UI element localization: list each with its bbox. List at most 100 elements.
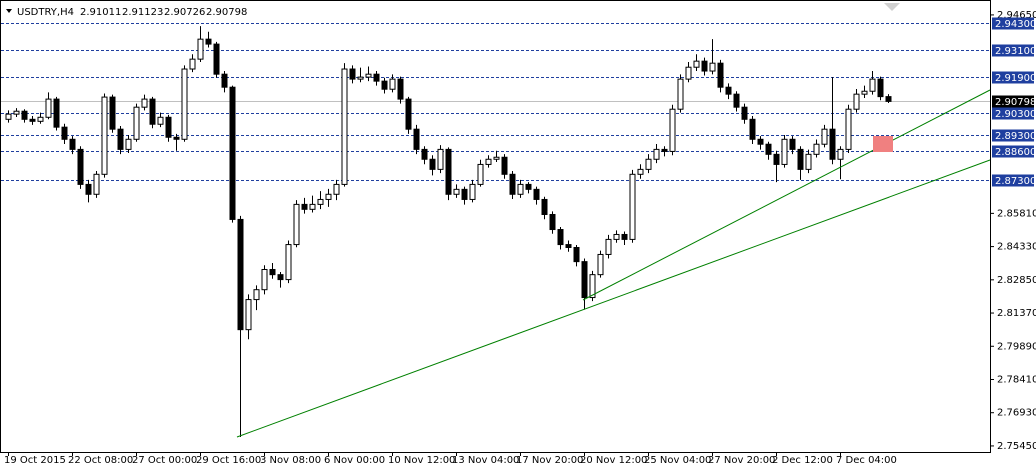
trend-line (236, 159, 991, 438)
candle-body (317, 198, 324, 205)
candle-body (269, 268, 276, 276)
x-tick-label: 2 Dec 12:00 (772, 455, 833, 466)
candle-body (501, 156, 508, 175)
candle-body (229, 86, 236, 220)
menu-arrow (6, 9, 12, 13)
last-price-label: 2.90798 (995, 97, 1036, 108)
candle-body (285, 244, 292, 281)
corner-marker (884, 3, 900, 11)
level-label: 2.90300 (995, 109, 1036, 120)
candle-body (573, 246, 580, 263)
candle-body (669, 108, 676, 152)
x-tick-label: 6 Nov 00:00 (324, 455, 385, 466)
candle-body (469, 183, 476, 200)
candle-body (421, 148, 428, 160)
candle-body (53, 98, 60, 128)
candle-body (13, 110, 20, 115)
candle-body (485, 158, 492, 165)
candle-body (109, 96, 116, 130)
candle-body (757, 138, 764, 145)
high: 2.91123 (122, 7, 163, 18)
candle-body (21, 110, 28, 120)
candle-body (325, 193, 332, 200)
candle-body (533, 188, 540, 200)
level-label-box (992, 71, 1034, 84)
y-tick-label: 2.78410 (997, 374, 1036, 385)
y-tick-label: 2.76930 (997, 408, 1036, 419)
x-tick-label: 20 Nov 12:00 (580, 455, 647, 466)
candle-body (821, 128, 828, 145)
trend-line (582, 89, 991, 301)
candle-body (877, 78, 884, 98)
candle-body (453, 188, 460, 195)
candle-body (397, 78, 404, 100)
candle-body (709, 62, 716, 72)
x-tick-label: 22 Oct 08:00 (68, 455, 133, 466)
candle-body (581, 261, 588, 299)
low: 2.90726 (164, 7, 205, 18)
candle-body (509, 173, 516, 195)
candle-body (389, 78, 396, 90)
candle-body (205, 38, 212, 45)
candle-body (77, 148, 84, 185)
candle-body (245, 299, 252, 331)
candle-body (85, 183, 92, 195)
candle-body (93, 173, 100, 195)
x-tick-label: 27 Nov 20:00 (708, 455, 775, 466)
x-tick-label: 29 Oct 16:00 (196, 455, 261, 466)
candle-body (277, 274, 284, 281)
candle-body (549, 213, 556, 231)
x-tick-label: 25 Nov 04:00 (644, 455, 711, 466)
candle-body (405, 98, 412, 130)
candle-body (885, 96, 892, 102)
candle-body (597, 253, 604, 276)
y-tick-label: 2.82850 (997, 275, 1036, 286)
candle-body (525, 183, 532, 190)
candle-body (557, 229, 564, 246)
candle-body (565, 244, 572, 248)
level-label-box (992, 174, 1034, 187)
y-tick-label: 2.94650 (997, 10, 1036, 21)
candle-body (797, 148, 804, 170)
candle-body (437, 148, 444, 170)
candle-body (221, 73, 228, 88)
level-label-box (992, 129, 1034, 142)
y-tick-label: 2.81370 (997, 308, 1036, 319)
candle-body (645, 158, 652, 170)
candle-body (157, 116, 164, 125)
candle-body (29, 118, 36, 122)
candle-body (213, 43, 220, 75)
candle-body (141, 98, 148, 108)
candle-body (725, 86, 732, 95)
level-label: 2.89300 (995, 131, 1036, 142)
candle-body (653, 148, 660, 160)
candle-body (117, 128, 124, 150)
candle-body (381, 80, 388, 90)
candle-body (773, 153, 780, 165)
candle-body (837, 148, 844, 160)
candle-body (661, 148, 668, 152)
candle-body (861, 90, 868, 95)
candle-body (237, 218, 244, 331)
candle-body (749, 118, 756, 140)
candle-body (805, 153, 812, 170)
candle-body (61, 126, 68, 140)
x-tick-label: 7 Dec 04:00 (836, 455, 897, 466)
candle-body (677, 78, 684, 110)
x-tick-label: 13 Nov 04:00 (452, 455, 519, 466)
candle-body (685, 66, 692, 80)
plot-frame (0, 0, 991, 453)
candle-body (781, 138, 788, 165)
candle-body (701, 60, 708, 72)
zone (873, 136, 893, 152)
y-tick-label: 2.79890 (997, 341, 1036, 352)
candle-body (629, 173, 636, 240)
candle-body (69, 138, 76, 150)
candle-body (133, 106, 140, 140)
levels (1, 23, 990, 181)
candle-body (173, 136, 180, 140)
candle-body (741, 106, 748, 120)
close: 2.90798 (206, 7, 247, 18)
x-tick-label: 10 Nov 12:00 (388, 455, 455, 466)
